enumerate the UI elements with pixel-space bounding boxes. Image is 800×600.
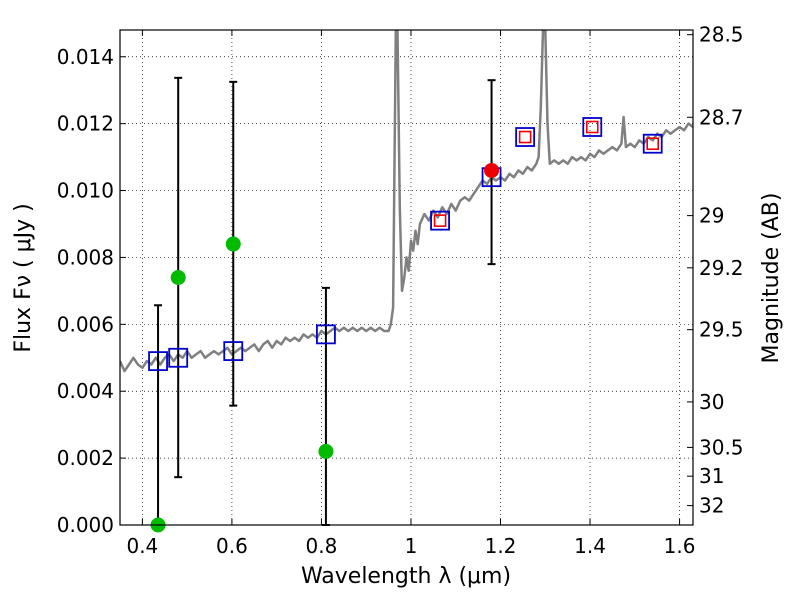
y-tick-label: 0.000 <box>57 513 114 537</box>
x-tick-label: 1.2 <box>485 534 517 558</box>
grid <box>120 30 693 526</box>
y-tick-label: 0.004 <box>57 379 114 403</box>
y-tick-label: 0.012 <box>57 112 114 136</box>
y-tick-label: 0.002 <box>57 446 114 470</box>
y2-tick-label: 28.5 <box>699 23 744 47</box>
y2-tick-label: 28.7 <box>699 105 744 129</box>
y2-tick-label: 29 <box>699 204 724 228</box>
y-tick-label: 0.014 <box>57 45 114 69</box>
x-tick-label: 1.4 <box>574 534 606 558</box>
model-photometry-square <box>316 324 336 345</box>
x-axis-label: Wavelength λ (μm) <box>301 564 511 589</box>
spectrum-layer <box>120 30 693 373</box>
model-photometry-square <box>515 127 536 147</box>
y-tick-label: 0.006 <box>57 312 114 336</box>
x-tick-label: 0.8 <box>306 534 338 558</box>
y2-tick-label: 29.2 <box>699 256 744 280</box>
observed-square-marker <box>518 130 532 144</box>
plot-frame <box>119 29 694 526</box>
upper-limit-marker <box>225 236 241 252</box>
axes-layer: 0.4 0.6 0.8 1 1.2 1.4 1.6 0.000 0.002 0.004 0.006 0… <box>57 23 744 558</box>
model-photometry-square <box>168 347 189 368</box>
y2-tick-label: 30.5 <box>699 435 744 459</box>
observed-square-marker <box>585 120 599 134</box>
upper-limit-marker <box>318 443 334 459</box>
observed-square-marker <box>646 137 660 151</box>
y2-tick-label: 29.5 <box>699 318 744 342</box>
y-tick-label: 0.010 <box>57 179 114 203</box>
y2-tick-label: 31 <box>699 464 724 488</box>
x-tick-label: 0.6 <box>216 534 248 558</box>
upper-limit-marker <box>170 270 186 285</box>
model-photometry-square <box>642 133 663 154</box>
model-photometry-square <box>430 210 450 231</box>
y-tick-label: 0.008 <box>57 245 114 269</box>
model-photometry-square <box>148 351 168 372</box>
y-axis-label: Flux Fν ( μJy ) <box>11 203 36 352</box>
model-photometry-square <box>582 117 603 137</box>
y2-tick-label: 30 <box>699 390 724 414</box>
observed-square-marker <box>433 214 447 227</box>
x-tick-label: 1 <box>405 534 418 558</box>
x-tick-label: 0.4 <box>126 534 158 558</box>
x-tick-label: 1.6 <box>664 534 696 558</box>
y2-axis-label: Magnitude (AB) <box>759 193 784 364</box>
points-layer <box>148 76 663 533</box>
detection-marker <box>484 162 500 178</box>
y2-tick-label: 32 <box>699 494 724 518</box>
spectrum-line <box>120 30 693 373</box>
model-photometry-square <box>223 341 244 361</box>
